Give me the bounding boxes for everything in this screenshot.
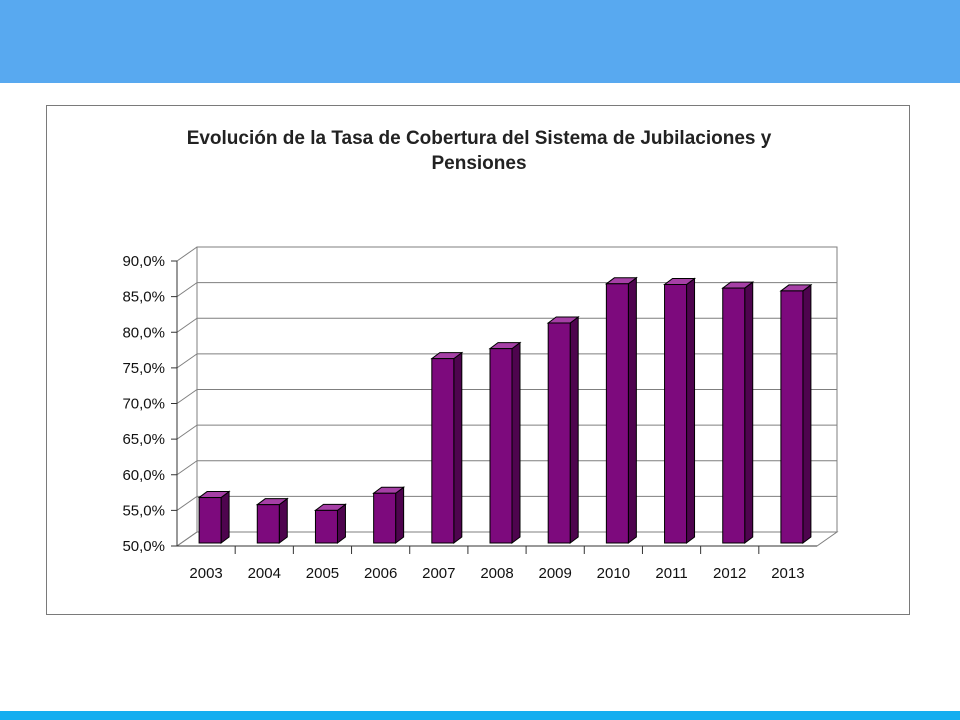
gridline-diagonal [176,495,198,511]
x-tick-label: 2003 [189,565,222,582]
bar-side [278,497,288,544]
y-tick-label: 70,0% [122,396,165,413]
bar-2011 [664,284,688,544]
bar-side [686,277,696,544]
y-tick-label: 80,0% [122,324,165,341]
bar-2006 [373,492,397,544]
bar-side [336,503,346,544]
bar-2003 [198,497,222,544]
gridline-diagonal [176,282,198,298]
y-tick-label: 50,0% [122,538,165,555]
gridline-diagonal [176,531,198,547]
x-tick-label: 2004 [248,565,281,582]
gridline-diagonal [176,317,198,333]
x-tick-label: 2012 [713,565,746,582]
bottom-banner [0,711,960,720]
bar-2013 [780,290,804,544]
x-tick-label: 2005 [306,565,339,582]
bar-side [744,281,754,544]
bar-side [802,283,812,544]
bar-2004 [256,504,280,544]
gridline-diagonal [176,389,198,404]
bar-side [569,315,579,544]
y-tick-label: 75,0% [122,360,165,377]
bar-2005 [314,509,338,544]
x-tick-label: 2009 [538,565,571,582]
bar-side [627,276,637,544]
y-tick-label: 60,0% [122,467,165,484]
bar-2012 [722,287,746,544]
bar-side [511,341,521,544]
bar-2007 [431,358,455,544]
chart-frame: Evolución de la Tasa de Cobertura del Si… [46,105,910,615]
chart-title: Evolución de la Tasa de Cobertura del Si… [186,128,772,174]
bar-side [220,490,230,544]
bar-side [453,351,463,544]
bar-2010 [605,283,629,544]
x-tick-label: 2008 [480,565,513,582]
bar-side [395,486,405,544]
y-tick-label: 65,0% [122,431,165,448]
x-tick-label: 2011 [655,565,687,582]
gridline-diagonal [176,424,198,440]
bar-chart: 50,0% 55,0% 60,0% 65,0% 70,0% 75,0% 80,0% 85,0%… [122,246,839,582]
x-tick-label: 2013 [771,565,804,582]
x-tick-label: 2006 [364,565,397,582]
bar-2009 [547,322,571,544]
y-tick-label: 55,0% [122,502,165,519]
gridline-diagonal [176,246,198,262]
bar-2008 [489,348,513,544]
x-tick-label: 2010 [597,565,630,582]
y-tick-label: 85,0% [122,289,165,306]
y-tick-label: 90,0% [122,253,165,270]
x-tick-label: 2007 [422,565,455,582]
gridline-diagonal [176,353,198,369]
top-banner [0,0,960,83]
gridline-diagonal [176,460,198,476]
